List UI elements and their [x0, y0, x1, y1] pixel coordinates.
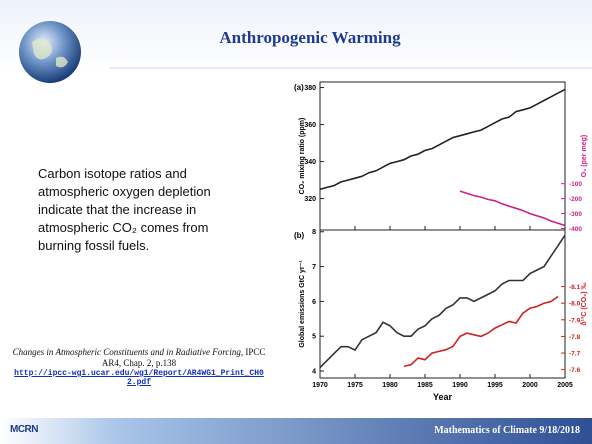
- y-tick-label: 360: [304, 122, 316, 129]
- x-tick-label: 2005: [557, 382, 573, 389]
- x-tick-label: 1985: [417, 382, 433, 389]
- plot-frame: [320, 82, 565, 230]
- y2-axis-label: O₂ (per meg): [581, 135, 588, 177]
- body-line: Carbon isotope ratios and: [38, 165, 211, 183]
- y-tick-label: 380: [304, 85, 316, 92]
- slide: (a) 320 340 360 380 -100 -200 -300 -400 CO₂ mixin…: [0, 0, 592, 444]
- footer-text: Mathematics of Climate 9/18/2018: [434, 425, 580, 436]
- citation: Changes in Atmospheric Constituents and …: [8, 347, 270, 387]
- y2-tick-label: -100: [569, 181, 582, 188]
- y-tick-label: 7: [312, 264, 316, 271]
- y-tick-label: 5: [312, 334, 316, 341]
- x-tick-label: 2000: [522, 382, 538, 389]
- y-tick-label: 320: [304, 196, 316, 203]
- x-tick-label: 1990: [452, 382, 468, 389]
- y-tick-label: 340: [304, 159, 316, 166]
- title: Anthropogenic Warming: [150, 28, 470, 48]
- y2-tick-label: -7.9: [569, 317, 581, 324]
- x-tick-label: 1970: [312, 382, 328, 389]
- x-tick-label: 1995: [487, 382, 503, 389]
- y2-tick-label: -400: [569, 226, 582, 233]
- y2-tick-label: -8.0: [569, 301, 581, 308]
- body-line: burning fossil fuels.: [38, 237, 211, 255]
- y-tick-label: 8: [312, 229, 316, 236]
- x-tick-label: 1980: [382, 382, 398, 389]
- y2-tick-label: -300: [569, 211, 582, 218]
- y-axis-label: Global emissions GtC yr⁻¹: [299, 260, 306, 348]
- y-axis-label: CO₂ mixing ratio (ppm): [299, 118, 306, 195]
- y2-tick-label: -7.8: [569, 334, 581, 341]
- y2-tick-label: -7.7: [569, 351, 581, 358]
- y-tick-label: 6: [312, 299, 316, 306]
- logo: MCRN: [10, 424, 38, 435]
- link[interactable]: http://ipcc-wg1.ucar.edu/wg1/Report/AR4W…: [8, 369, 270, 387]
- body-line: atmospheric oxygen depletion: [38, 183, 211, 201]
- footer: MCRN Mathematics of Climate 9/18/2018: [0, 418, 592, 444]
- panel-label: (b): [294, 231, 305, 240]
- x-tick-label: 1975: [347, 382, 363, 389]
- x-axis-label: Year: [433, 392, 453, 402]
- body-line: indicate that the increase in: [38, 201, 211, 219]
- cited-work: Changes in Atmospheric Constituents and …: [13, 347, 241, 357]
- body-line: atmospheric CO₂ comes from: [38, 219, 211, 237]
- y2-tick-label: -7.6: [569, 367, 581, 374]
- plot-frame: [320, 230, 565, 378]
- y2-tick-label: -200: [569, 196, 582, 203]
- panel-label: (a): [294, 83, 304, 92]
- y2-tick-label: -8.1: [569, 284, 581, 291]
- y2-axis-label: δ¹³C (CO₂) ‰: [581, 282, 588, 325]
- y-tick-label: 4: [312, 369, 316, 376]
